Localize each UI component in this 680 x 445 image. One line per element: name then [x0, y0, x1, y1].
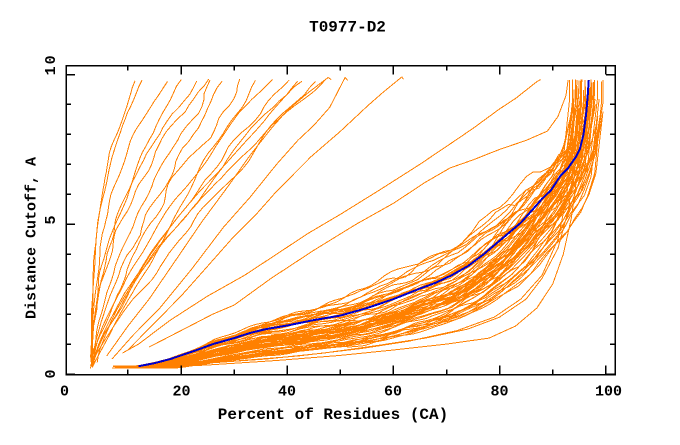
- svg-text:0: 0: [60, 384, 69, 401]
- svg-text:1: 1: [43, 66, 60, 75]
- svg-text:40: 40: [278, 384, 296, 401]
- svg-text:100: 100: [595, 384, 622, 401]
- svg-text:80: 80: [490, 384, 508, 401]
- svg-text:60: 60: [384, 384, 402, 401]
- svg-text:20: 20: [172, 384, 190, 401]
- svg-text:0: 0: [43, 55, 60, 64]
- svg-text:Percent of Residues (CA): Percent of Residues (CA): [218, 406, 448, 424]
- svg-text:5: 5: [43, 215, 60, 224]
- svg-text:0: 0: [43, 369, 60, 378]
- svg-text:T0977-D2: T0977-D2: [309, 19, 386, 37]
- svg-text:Distance Cutoff, A: Distance Cutoff, A: [24, 157, 41, 319]
